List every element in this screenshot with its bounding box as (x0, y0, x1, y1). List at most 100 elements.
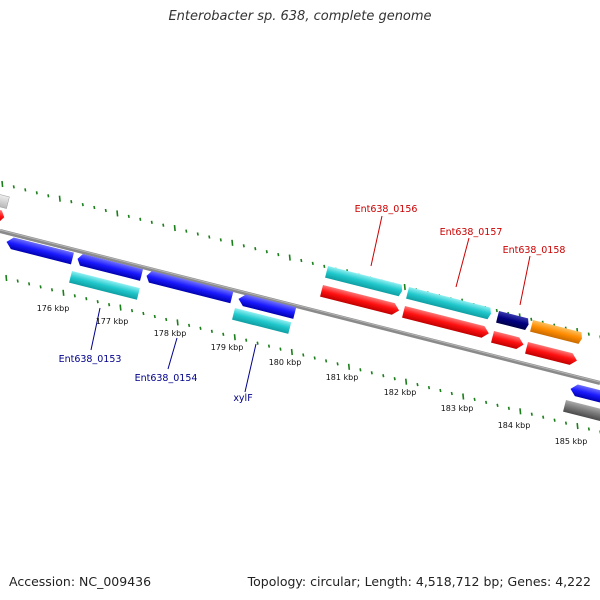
inner-track-tick (587, 427, 590, 431)
outer-track-tick (219, 238, 222, 242)
inner-track-tick (530, 412, 533, 416)
gene-ent638-0157[interactable] (406, 287, 492, 320)
inner-track-tick (16, 279, 19, 283)
outer-track-tick (24, 188, 27, 192)
leader-ent638-0157 (455, 237, 470, 288)
inner-track-tick (553, 418, 556, 422)
inner-track-tick (210, 329, 213, 333)
outer-track-tick (47, 194, 50, 198)
inner-track-tick (233, 334, 236, 341)
gene-red-1[interactable] (320, 285, 400, 316)
inner-track-tick (542, 415, 545, 419)
inner-track-tick (153, 314, 156, 319)
inner-track-tick (119, 304, 122, 311)
gene-red-2[interactable] (402, 306, 490, 339)
inner-track-tick (325, 359, 328, 363)
accession-text: Accession: NC_009436 (9, 574, 152, 589)
outer-track-tick (104, 208, 107, 213)
scale-label-182: 182 kbp (384, 388, 417, 397)
gene-ent638-0156[interactable] (325, 266, 404, 297)
outer-track-tick (162, 223, 165, 227)
inner-track-tick (450, 391, 453, 396)
gene-blue-right[interactable] (569, 383, 600, 405)
leader-ent638-0153 (90, 307, 101, 351)
gene-xylf[interactable] (232, 308, 292, 334)
outer-track-tick (403, 283, 406, 291)
map-title: Enterobacter sp. 638, complete genome (168, 9, 432, 24)
inner-track-tick (28, 282, 31, 286)
gene-blue-3[interactable] (145, 270, 234, 304)
outer-track-tick (231, 239, 234, 246)
inner-track-tick (256, 341, 259, 345)
gene-ent638-0153[interactable] (69, 271, 140, 300)
gene-red-3[interactable] (491, 331, 525, 350)
gene-blue-4[interactable] (237, 293, 297, 319)
scale-label-179: 179 kbp (211, 343, 244, 352)
inner-track-tick (507, 406, 510, 410)
outer-track-tick (323, 264, 326, 269)
inner-track-tick (302, 353, 305, 357)
inner-track-tick (313, 356, 316, 360)
inner-track-tick (176, 319, 179, 326)
inner-track-tick (370, 371, 373, 375)
inner-track-tick (485, 400, 488, 405)
scale-label-183: 183 kbp (441, 404, 474, 413)
gene-red-edge[interactable] (0, 209, 6, 223)
scale-label-184: 184 kbp (498, 421, 531, 430)
outer-track-tick (265, 250, 268, 254)
inner-track-tick (347, 363, 351, 370)
label-ent638-0157: Ent638_0157 (440, 227, 503, 238)
outer-track-tick (311, 261, 314, 266)
inner-track-tick (405, 378, 408, 385)
leader-ent638-0154 (167, 337, 178, 370)
outer-track-tick (1, 180, 4, 188)
inner-track-tick (108, 303, 111, 307)
inner-track-tick (222, 332, 225, 336)
inner-track-tick (245, 338, 248, 342)
outer-track-tick (70, 200, 73, 204)
gene-ent638-0158[interactable] (530, 320, 583, 344)
gene-red-4[interactable] (525, 342, 578, 366)
outer-track-tick (254, 247, 257, 251)
gene-navy[interactable] (496, 311, 530, 330)
inner-track-tick (393, 377, 396, 381)
scale-label-185: 185 kbp (555, 437, 588, 446)
outer-track-tick (208, 235, 211, 239)
outer-track-tick (300, 258, 303, 263)
inner-track-tick (462, 393, 465, 400)
outer-track-tick (12, 185, 15, 189)
scale-label-176: 176 kbp (37, 304, 70, 313)
scale-label-180: 180 kbp (269, 358, 302, 367)
topology-text: Topology: circular; Length: 4,518,712 bp… (247, 574, 591, 589)
outer-track-tick (495, 308, 498, 313)
inner-track-tick (5, 274, 8, 282)
leader-ent638-0156 (370, 215, 383, 267)
inner-track-tick (576, 423, 579, 430)
leader-ent638-0158 (519, 255, 531, 306)
outer-track-tick (35, 191, 38, 195)
inner-track-tick (199, 326, 202, 330)
inner-track-tick (439, 388, 442, 393)
outer-track-tick (81, 202, 84, 207)
gene-light-gray[interactable] (0, 191, 10, 209)
inner-track-tick (519, 408, 522, 415)
inner-track-tick (50, 288, 54, 292)
scale-label-177: 177 kbp (96, 317, 129, 326)
outer-track-tick (288, 254, 291, 261)
gene-blue-1[interactable] (5, 236, 74, 265)
outer-track-tick (173, 225, 176, 232)
gene-blue-2[interactable] (76, 253, 143, 281)
inner-track-tick (73, 294, 76, 298)
inner-track-tick (496, 403, 499, 407)
inner-track-tick (39, 285, 42, 289)
inner-track-tick (564, 421, 568, 425)
label-xylf: xylF (233, 393, 252, 404)
outer-track-tick (587, 332, 590, 336)
label-ent638-0158: Ent638_0158 (503, 245, 566, 256)
inner-track-tick (267, 344, 271, 348)
inner-track-tick (473, 397, 476, 402)
inner-track-tick (427, 385, 431, 390)
inner-track-tick (85, 297, 88, 301)
gene-gray-right[interactable] (563, 400, 600, 422)
